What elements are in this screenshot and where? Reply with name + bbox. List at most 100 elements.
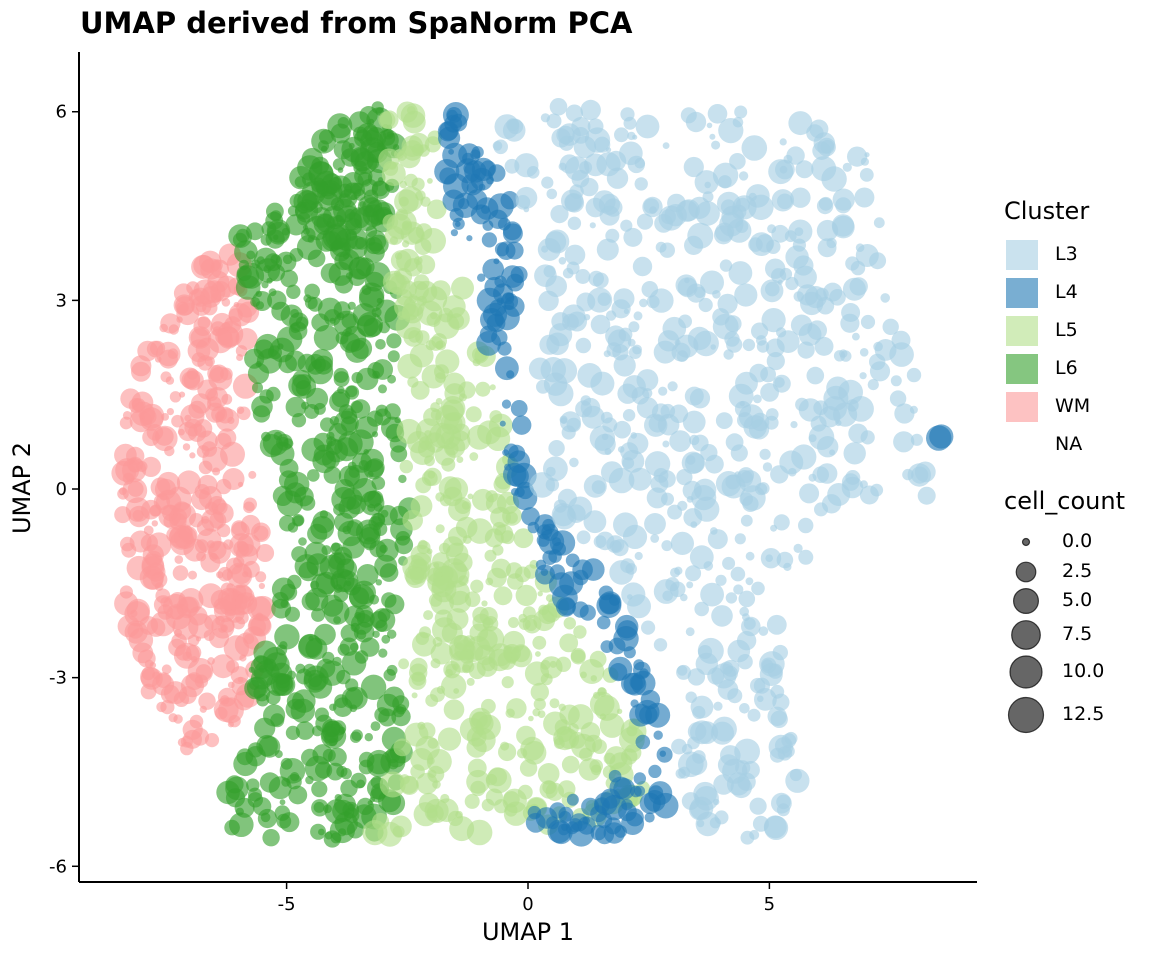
data-point-l3 bbox=[891, 330, 911, 350]
data-point-l5 bbox=[488, 767, 507, 787]
size-legend-circle bbox=[1007, 696, 1045, 734]
data-point-wm bbox=[216, 478, 232, 495]
data-point-wm bbox=[124, 601, 150, 627]
data-point-l5 bbox=[442, 295, 466, 319]
data-point-l3 bbox=[677, 277, 698, 298]
data-point-l6 bbox=[354, 151, 378, 175]
data-point-l6 bbox=[319, 510, 329, 519]
data-point-wm bbox=[141, 499, 161, 520]
data-point-wm bbox=[183, 729, 202, 749]
data-point-l5 bbox=[404, 173, 418, 188]
data-point-wm bbox=[172, 501, 192, 520]
data-point-l5 bbox=[389, 236, 399, 245]
data-point-l3 bbox=[760, 279, 784, 303]
data-point-l4 bbox=[653, 730, 663, 740]
legend-swatch-wm bbox=[1006, 392, 1038, 422]
data-point-l6 bbox=[262, 429, 289, 456]
data-point-l6 bbox=[367, 503, 376, 512]
data-point-l3 bbox=[557, 488, 577, 508]
data-point-l4 bbox=[635, 734, 651, 750]
data-point-l3 bbox=[569, 457, 579, 468]
data-point-l3 bbox=[546, 188, 558, 200]
data-point-l3 bbox=[785, 276, 799, 291]
size-legend-label: 5.0 bbox=[1062, 589, 1093, 611]
data-point-l5 bbox=[413, 802, 438, 827]
data-point-l3 bbox=[529, 472, 555, 498]
data-point-l6 bbox=[294, 554, 319, 579]
data-point-l3 bbox=[736, 470, 754, 487]
data-point-l4 bbox=[501, 399, 512, 409]
data-point-l4 bbox=[446, 109, 458, 121]
data-point-l3 bbox=[720, 745, 741, 766]
x-tick-label: 0 bbox=[522, 894, 533, 915]
data-point-l3 bbox=[590, 371, 615, 396]
data-point-l6 bbox=[298, 537, 307, 546]
data-point-l6 bbox=[304, 283, 321, 300]
data-point-l6 bbox=[260, 812, 271, 823]
data-point-l3 bbox=[694, 170, 719, 195]
data-point-l3 bbox=[565, 104, 584, 122]
data-point-l6 bbox=[349, 642, 359, 652]
data-point-wm bbox=[146, 562, 166, 582]
data-point-l4 bbox=[582, 558, 605, 581]
data-point-l6 bbox=[314, 623, 336, 646]
data-point-l3 bbox=[753, 394, 762, 404]
data-point-l6 bbox=[303, 228, 310, 235]
data-point-l4 bbox=[618, 802, 637, 822]
data-point-l3 bbox=[766, 352, 785, 371]
data-point-l6 bbox=[371, 307, 382, 318]
size-legend-title: cell_count bbox=[1004, 487, 1126, 515]
data-point-l5 bbox=[449, 430, 471, 452]
data-point-l3 bbox=[713, 701, 723, 711]
data-point-l3 bbox=[816, 463, 838, 484]
data-point-l5 bbox=[597, 687, 606, 696]
data-point-l5 bbox=[422, 286, 448, 312]
data-point-l3 bbox=[676, 200, 698, 222]
data-point-l5 bbox=[449, 816, 475, 842]
data-point-l5 bbox=[432, 636, 443, 647]
data-point-l3 bbox=[764, 815, 789, 841]
data-point-l5 bbox=[434, 445, 456, 466]
data-point-l3 bbox=[795, 160, 814, 179]
data-point-l5 bbox=[390, 250, 412, 271]
data-point-l3 bbox=[730, 566, 746, 582]
data-point-l5 bbox=[456, 456, 464, 463]
data-point-l6 bbox=[329, 416, 340, 426]
data-point-l3 bbox=[617, 446, 625, 453]
data-point-l3 bbox=[628, 346, 642, 359]
data-point-l3 bbox=[682, 480, 702, 500]
data-point-l5 bbox=[515, 584, 537, 607]
data-point-wm bbox=[152, 425, 178, 452]
data-point-l4 bbox=[525, 812, 546, 833]
data-point-l6 bbox=[268, 288, 277, 297]
data-point-l3 bbox=[889, 390, 907, 407]
data-point-l3 bbox=[758, 626, 769, 636]
data-point-l4 bbox=[439, 167, 457, 185]
data-point-l4 bbox=[489, 299, 507, 317]
data-point-l6 bbox=[330, 832, 342, 844]
data-point-l6 bbox=[275, 674, 291, 689]
data-point-l5 bbox=[441, 673, 467, 699]
data-point-l3 bbox=[636, 213, 654, 230]
data-point-l3 bbox=[567, 311, 587, 332]
data-point-l4 bbox=[535, 564, 555, 585]
data-point-l5 bbox=[444, 477, 469, 502]
data-point-l5 bbox=[430, 402, 441, 413]
data-point-wm bbox=[215, 433, 232, 450]
data-point-l3 bbox=[692, 705, 706, 720]
data-point-l4 bbox=[929, 424, 954, 449]
data-point-l4 bbox=[486, 176, 495, 185]
data-point-l3 bbox=[613, 354, 636, 377]
data-point-l3 bbox=[649, 288, 674, 313]
data-point-l5 bbox=[466, 737, 487, 758]
data-point-l6 bbox=[346, 494, 367, 515]
data-point-l3 bbox=[613, 512, 638, 538]
data-point-wm bbox=[205, 402, 226, 423]
legend-label-l6: L6 bbox=[1055, 357, 1078, 379]
data-point-l3 bbox=[741, 135, 768, 161]
data-point-l3 bbox=[799, 483, 820, 504]
data-point-l6 bbox=[387, 629, 397, 639]
data-point-l6 bbox=[322, 748, 336, 762]
legend-swatch-l3 bbox=[1006, 240, 1038, 270]
data-point-l5 bbox=[472, 613, 491, 632]
